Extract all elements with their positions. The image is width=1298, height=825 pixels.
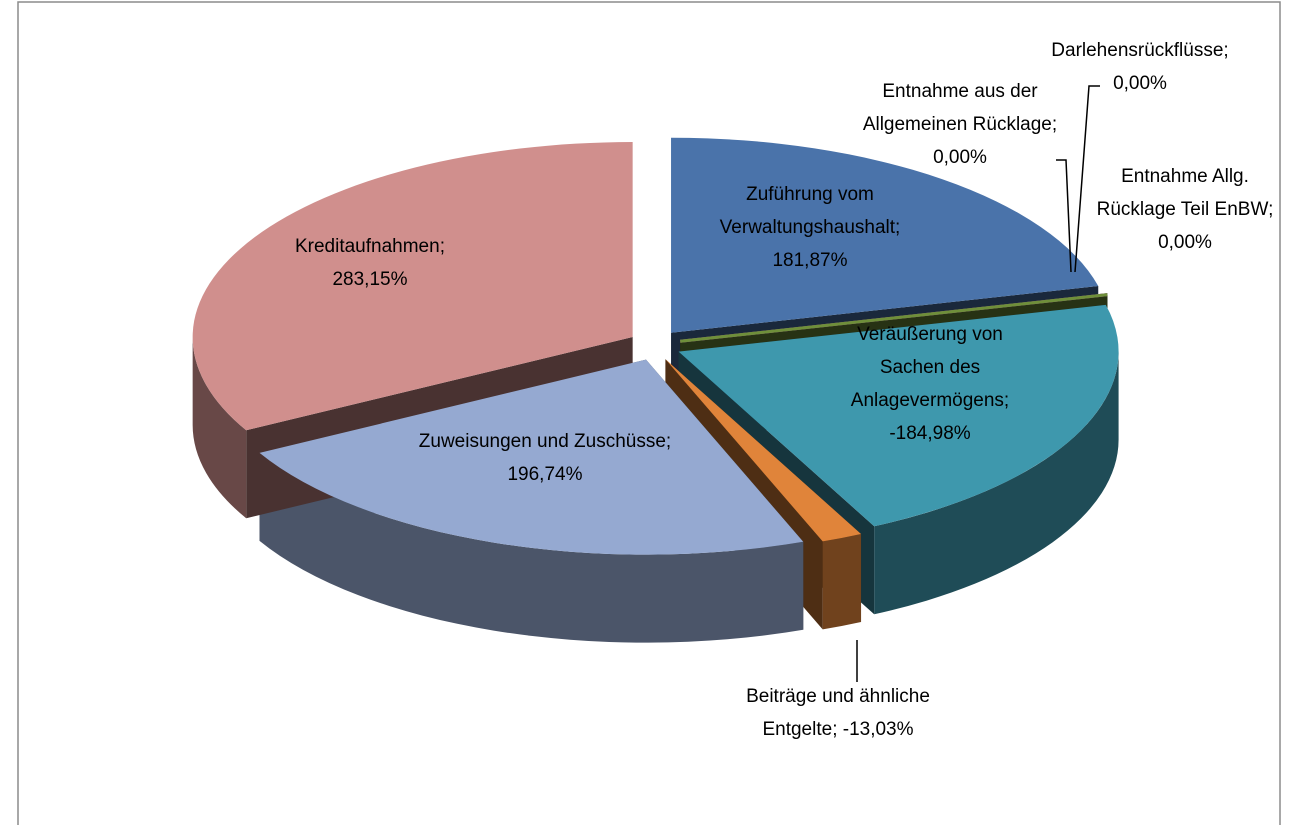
label-separator: ;	[1051, 114, 1063, 135]
slice	[678, 304, 1119, 527]
label-separator: ;	[1003, 390, 1015, 411]
label-category: Entnahme aus der Allgemeinen Rücklage	[862, 81, 1052, 135]
label-category: Darlehensrückflüsse	[1051, 40, 1224, 61]
label-value: -13,03%	[842, 719, 914, 740]
label-separator: ;	[1223, 40, 1234, 61]
label-value: 0,00%	[1158, 232, 1212, 253]
label-category: Zuweisungen und Zuschüsse	[418, 431, 666, 452]
data-label: Entnahme aus der Allgemeinen Rücklage; 0…	[860, 75, 1060, 174]
data-label: Darlehensrückflüsse; 0,00%	[1025, 34, 1255, 100]
label-separator: ;	[832, 719, 843, 740]
label-value: 196,74%	[507, 464, 583, 485]
data-label: Zuführung vom Verwaltungshaushalt; 181,8…	[680, 178, 940, 277]
data-label: Entnahme Allg. Rücklage Teil EnBW; 0,00%	[1080, 160, 1290, 259]
label-separator: ;	[895, 217, 906, 238]
label-value: -184,98%	[889, 423, 971, 444]
slice	[671, 137, 1099, 333]
data-label: Zuweisungen und Zuschüsse; 196,74%	[415, 425, 675, 491]
label-category: Beiträge und ähnliche Entgelte	[746, 686, 930, 740]
slice-side	[259, 452, 804, 643]
slice-side	[822, 533, 862, 630]
label-category: Zuführung vom Verwaltungshaushalt	[719, 184, 896, 238]
data-label: Beiträge und ähnliche Entgelte; -13,03%	[723, 680, 953, 746]
leader-line	[1074, 85, 1100, 273]
slice	[192, 142, 633, 431]
label-separator: ;	[1268, 199, 1279, 220]
label-category: Veräußerung von Sachen des Anlagevermöge…	[850, 324, 1004, 411]
leader-line	[1056, 159, 1072, 273]
label-separator: ;	[665, 431, 677, 452]
slice	[665, 359, 862, 542]
label-category: Entnahme Allg. Rücklage Teil EnBW	[1096, 166, 1269, 220]
slice-side	[874, 351, 1119, 615]
label-value: 0,00%	[1113, 73, 1167, 94]
pie	[192, 137, 1119, 643]
data-label: Kreditaufnahmen; 283,15%	[270, 230, 470, 296]
label-value: 181,87%	[772, 250, 848, 271]
slice-side	[192, 337, 247, 519]
data-label: Veräußerung von Sachen des Anlagevermöge…	[830, 318, 1030, 450]
label-value: 0,00%	[933, 147, 987, 168]
label-category: Kreditaufnahmen	[294, 236, 440, 257]
label-separator: ;	[439, 236, 451, 257]
label-value: 283,15%	[332, 269, 408, 290]
slice	[259, 359, 804, 555]
